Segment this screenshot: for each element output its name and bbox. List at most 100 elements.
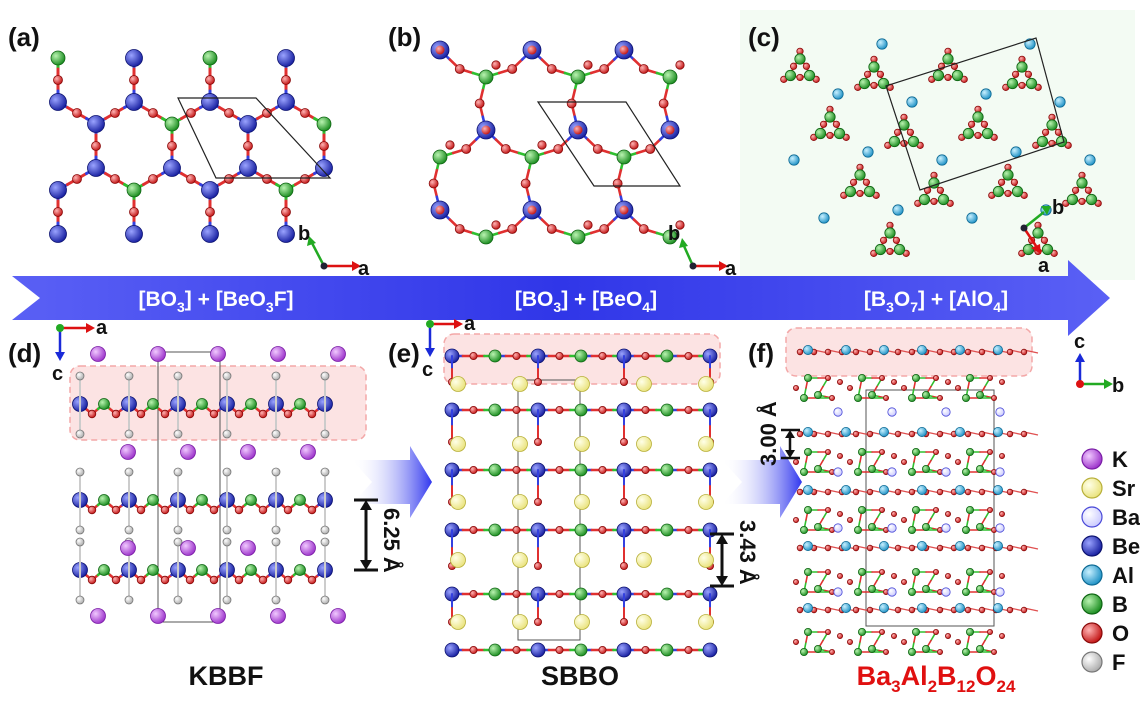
atom-o: [1020, 348, 1028, 356]
atom-b: [196, 494, 208, 506]
atom-o: [824, 606, 832, 614]
legend-label: F: [1112, 650, 1125, 675]
atom-o: [258, 409, 268, 419]
atom-o: [847, 458, 854, 465]
atom-al: [879, 603, 890, 614]
atom-o: [469, 590, 478, 599]
atom-o: [136, 409, 146, 419]
atom-o: [999, 378, 1006, 385]
svg-text:c: c: [1074, 331, 1085, 353]
atom-o: [307, 575, 317, 585]
atom-al: [917, 426, 928, 437]
atom-o: [638, 64, 649, 74]
atom-o: [891, 633, 898, 640]
atom-o: [620, 618, 629, 627]
atom-o: [258, 505, 268, 515]
atom-sr: [512, 552, 528, 568]
atom-o: [879, 569, 886, 576]
atom-o: [908, 544, 916, 552]
atom-o: [209, 409, 219, 419]
atom-o: [534, 618, 543, 627]
legend-item-al: Al: [1081, 563, 1134, 588]
atom-b: [1041, 243, 1054, 256]
atom-o: [866, 606, 874, 614]
atom-al: [993, 603, 1004, 614]
measure-f: 3.00 Å: [755, 401, 800, 466]
atom-o: [793, 384, 800, 391]
axes-c-panel: b a: [1020, 197, 1064, 277]
atom-k: [240, 444, 256, 460]
atom-o: [72, 108, 82, 118]
atom-o: [1020, 430, 1028, 438]
atom-o: [862, 178, 871, 186]
atom-b: [981, 127, 994, 140]
atom-o: [879, 629, 886, 636]
atom-o: [964, 488, 972, 496]
atom-al: [955, 484, 966, 495]
atom-b: [858, 447, 867, 456]
atom-ba: [941, 523, 951, 533]
atom-o: [796, 544, 804, 552]
panel-label-b: (b): [388, 22, 421, 52]
atom-b: [962, 648, 971, 657]
axes-e-panel: a c: [422, 313, 476, 381]
atom-b: [662, 69, 678, 85]
atom-b: [966, 373, 975, 382]
atom-ba: [887, 407, 897, 417]
atom-b: [432, 149, 448, 165]
atom-o: [901, 639, 908, 646]
atom-k: [120, 540, 136, 556]
atom-b: [1066, 193, 1079, 206]
atom-f: [173, 537, 183, 547]
atom-ba: [941, 587, 951, 597]
highlight-layer: [69, 365, 367, 441]
atom-o: [281, 75, 291, 85]
atom-be: [315, 159, 333, 177]
atom-b: [966, 628, 975, 637]
atom-o: [555, 590, 564, 599]
atom-b: [854, 393, 863, 402]
atom-ba: [941, 467, 951, 477]
atom-k: [300, 540, 316, 556]
atom-o: [849, 178, 858, 186]
atom-f: [320, 467, 330, 477]
atom-b: [922, 464, 931, 473]
atom-o: [205, 207, 215, 217]
legend-swatch: [1081, 622, 1103, 644]
atom-o: [583, 220, 593, 230]
atom-b: [147, 564, 159, 576]
atom-al: [788, 154, 800, 166]
atom-f: [173, 429, 183, 439]
atom-b: [800, 588, 809, 597]
atom-o: [491, 220, 501, 230]
atom-b: [863, 185, 876, 198]
atom-b: [1022, 243, 1035, 256]
atom-f: [271, 537, 281, 547]
atom-o: [598, 590, 607, 599]
atom-o: [886, 247, 894, 256]
atom-f: [75, 537, 85, 547]
atom-o: [933, 569, 940, 576]
atom-b: [922, 645, 931, 654]
atom-al: [1054, 96, 1066, 108]
atom-ba: [887, 467, 897, 477]
svg-text:3.00 Å: 3.00 Å: [755, 401, 781, 466]
atom-o: [185, 505, 195, 515]
atom-o: [1041, 128, 1050, 136]
axes-d-panel: a c: [52, 317, 108, 385]
atom-o: [209, 575, 219, 585]
legend-item-k: K: [1081, 447, 1128, 472]
legend-item-b: B: [1081, 592, 1128, 617]
atom-o: [964, 348, 972, 356]
atom-o: [110, 108, 120, 118]
atom-o: [879, 448, 886, 455]
atom-be: [49, 181, 67, 199]
atom-o: [1018, 81, 1026, 90]
atom-o: [866, 430, 874, 438]
panel-label-a: (a): [8, 22, 40, 52]
atom-be: [163, 159, 181, 177]
svg-text:b: b: [1052, 197, 1064, 219]
atom-o: [512, 405, 521, 414]
element-legend: K Sr Ba Be Al BOF: [1081, 447, 1140, 675]
